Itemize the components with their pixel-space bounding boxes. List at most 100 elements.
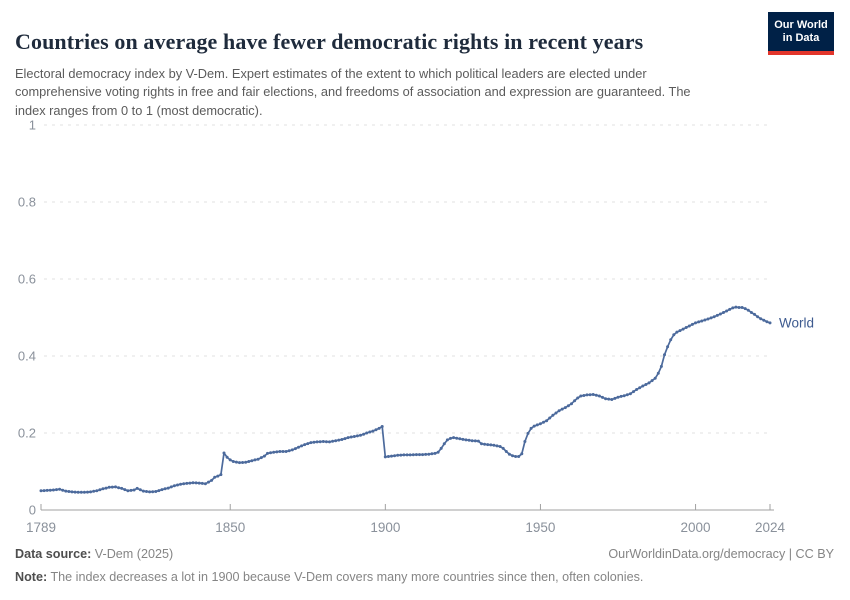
data-point-marker (309, 441, 313, 445)
data-point-marker (244, 460, 248, 464)
data-point-marker (216, 474, 220, 478)
data-point-marker (290, 448, 294, 452)
data-point-marker (687, 324, 691, 328)
data-point-marker (238, 461, 241, 465)
data-point-marker (703, 318, 707, 322)
data-point-marker (585, 393, 589, 397)
y-axis-tick-label: 0 (29, 503, 36, 518)
data-point-marker (476, 439, 480, 443)
data-point-marker (442, 442, 446, 446)
data-point-marker (622, 394, 626, 398)
data-point-marker (461, 437, 465, 441)
data-point-marker (492, 443, 496, 447)
data-point-marker (64, 489, 68, 493)
data-point-marker (138, 488, 142, 492)
data-point-marker (588, 393, 592, 397)
data-point-marker (526, 431, 530, 435)
data-point-marker (737, 306, 741, 309)
data-point-marker (495, 444, 499, 448)
data-point-marker (210, 478, 214, 482)
data-point-marker (355, 434, 359, 438)
data-point-marker (157, 489, 161, 493)
data-point-marker (399, 453, 403, 457)
data-point-marker (151, 490, 155, 494)
series-line-world[interactable] (40, 306, 771, 494)
data-point-marker (613, 396, 617, 400)
data-point-marker (458, 437, 462, 441)
data-point-marker (349, 435, 353, 439)
data-point-marker (452, 436, 456, 440)
data-point-marker (95, 489, 99, 493)
owid-logo-line1: Our World (774, 19, 828, 31)
data-point-marker (619, 394, 623, 398)
data-point-marker (659, 364, 663, 368)
data-point-marker (247, 460, 251, 463)
data-point-marker (365, 431, 369, 435)
data-point-marker (390, 454, 393, 458)
data-point-marker (511, 454, 514, 458)
page-title: Countries on average have fewer democrat… (15, 28, 644, 54)
data-point-marker (467, 438, 471, 442)
data-point-marker (418, 453, 421, 457)
data-point-marker (656, 371, 660, 375)
y-axis-tick-label: 0.4 (18, 349, 36, 364)
owid-logo[interactable]: Our World in Data (768, 12, 834, 55)
x-axis-tick-label: 2024 (755, 520, 786, 535)
data-point-marker (266, 451, 269, 455)
data-point-marker (259, 456, 263, 460)
data-point-marker (644, 383, 648, 386)
data-point-marker (753, 312, 756, 316)
data-point-marker (517, 455, 521, 458)
data-point-marker (250, 459, 254, 463)
data-point-marker (501, 446, 505, 450)
data-point-marker (675, 330, 679, 334)
data-point-marker (377, 426, 381, 430)
data-point-marker (300, 444, 304, 448)
series-label-world[interactable]: World (779, 315, 814, 330)
data-point-marker (256, 457, 260, 461)
data-point-marker (58, 487, 62, 491)
owid-logo-box: Our World in Data (768, 12, 834, 51)
data-point-marker (359, 433, 362, 437)
data-point-marker (557, 409, 561, 413)
data-point-marker (604, 397, 608, 401)
data-point-marker (666, 345, 670, 349)
x-axis-tick-label: 1789 (26, 520, 56, 535)
data-point-marker (632, 390, 635, 394)
data-point-marker (145, 490, 148, 493)
data-point-marker (213, 475, 217, 479)
data-point-marker (337, 438, 341, 442)
data-point-marker (200, 481, 204, 485)
data-point-marker (480, 442, 483, 446)
data-point-marker (79, 490, 83, 494)
data-point-marker (709, 316, 713, 320)
data-point-marker (179, 482, 183, 486)
data-point-marker (334, 439, 338, 443)
data-point-marker (746, 308, 750, 312)
owid-citation-link[interactable]: OurWorldinData.org/democracy | CC BY (608, 547, 834, 561)
data-point-marker (374, 428, 378, 432)
data-point-marker (117, 486, 121, 490)
data-point-marker (570, 402, 573, 406)
data-point-marker (762, 318, 766, 322)
data-point-marker (628, 392, 632, 396)
data-point-marker (641, 384, 645, 388)
data-point-marker (203, 482, 207, 486)
data-point-marker (498, 445, 502, 448)
data-point-marker (297, 445, 300, 449)
y-axis-tick-label: 0.6 (18, 272, 36, 287)
data-point-marker (287, 449, 291, 453)
data-point-marker (756, 315, 760, 319)
data-point-marker (219, 473, 223, 477)
data-point-marker (449, 436, 452, 440)
data-point-marker (241, 461, 245, 464)
data-point-marker (86, 490, 89, 494)
data-point-marker (439, 446, 443, 450)
data-point-marker (563, 406, 567, 410)
data-point-marker (383, 455, 387, 459)
data-point-marker (591, 393, 595, 396)
data-point-marker (89, 490, 93, 494)
data-point-marker (42, 489, 46, 493)
data-point-marker (582, 394, 586, 397)
